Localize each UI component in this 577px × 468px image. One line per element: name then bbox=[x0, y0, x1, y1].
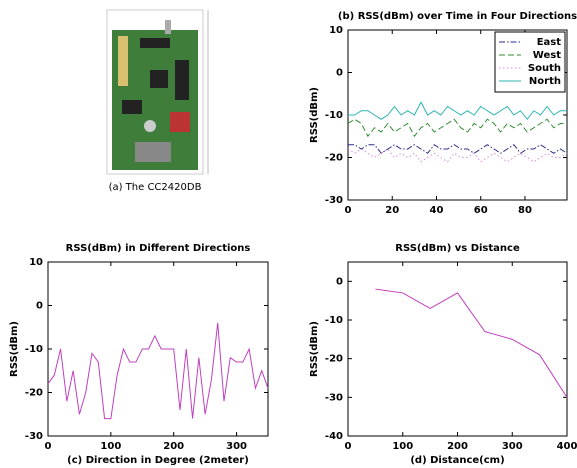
y-tick-label: 10 bbox=[29, 257, 43, 268]
chart-title: RSS(dBm) in Different Directions bbox=[66, 243, 251, 254]
x-tick-label: 300 bbox=[502, 441, 523, 452]
x-tick-label: 40 bbox=[430, 205, 444, 216]
photo-caption: (a) The CC2420DB bbox=[109, 182, 202, 193]
plot-area bbox=[347, 261, 568, 437]
x-tick-label: 0 bbox=[345, 441, 352, 452]
legend-label: East bbox=[537, 37, 562, 48]
x-tick-label: 400 bbox=[557, 441, 577, 452]
x-tick-label: 60 bbox=[474, 205, 488, 216]
y-tick-label: 10 bbox=[329, 25, 343, 36]
x-tick-label: 0 bbox=[45, 441, 52, 452]
plot-area bbox=[47, 261, 269, 437]
x-tick-label: 100 bbox=[392, 441, 413, 452]
chart-title: (b) RSS(dBm) over Time in Four Direction… bbox=[338, 11, 577, 22]
y-tick-label: -20 bbox=[25, 388, 43, 399]
y-tick-label: -10 bbox=[25, 344, 43, 355]
y-tick-label: -10 bbox=[325, 315, 343, 326]
series-line bbox=[348, 144, 568, 154]
x-tick-label: 200 bbox=[447, 441, 468, 452]
legend-label: South bbox=[528, 63, 561, 74]
y-tick-label: -20 bbox=[325, 354, 343, 365]
photo bbox=[106, 9, 209, 175]
y-tick-label: -20 bbox=[325, 153, 343, 164]
y-tick-label: 0 bbox=[336, 276, 343, 287]
x-tick-label: 0 bbox=[345, 205, 352, 216]
y-tick-label: -10 bbox=[325, 110, 343, 121]
legend-label: North bbox=[529, 76, 561, 87]
y-tick-label: 0 bbox=[336, 68, 343, 79]
series-line bbox=[47, 322, 269, 420]
series-line bbox=[347, 118, 567, 138]
y-tick-label: -30 bbox=[325, 392, 343, 403]
y-tick-label: -30 bbox=[25, 431, 43, 442]
chart-title: RSS(dBm) vs Distance bbox=[395, 243, 520, 254]
x-tick-label: 80 bbox=[518, 205, 532, 216]
y-tick-label: 0 bbox=[36, 301, 43, 312]
y-axis-label: RSS(dBm) bbox=[309, 321, 320, 377]
y-axis-label: RSS(dBm) bbox=[309, 87, 320, 143]
x-axis-label: (d) Distance(cm) bbox=[410, 455, 504, 466]
x-axis-label: (c) Direction in Degree (2meter) bbox=[67, 455, 249, 466]
legend-box bbox=[494, 31, 566, 93]
y-tick-label: -30 bbox=[325, 195, 343, 206]
y-tick-label: -40 bbox=[325, 431, 343, 442]
x-tick-label: 100 bbox=[100, 441, 121, 452]
x-tick-label: 200 bbox=[163, 441, 184, 452]
y-axis-label: RSS(dBm) bbox=[9, 321, 20, 377]
series-line bbox=[375, 288, 568, 398]
x-tick-label: 300 bbox=[226, 441, 247, 452]
legend-label: West bbox=[533, 50, 561, 61]
series-line bbox=[348, 101, 567, 121]
x-tick-label: 20 bbox=[385, 205, 399, 216]
